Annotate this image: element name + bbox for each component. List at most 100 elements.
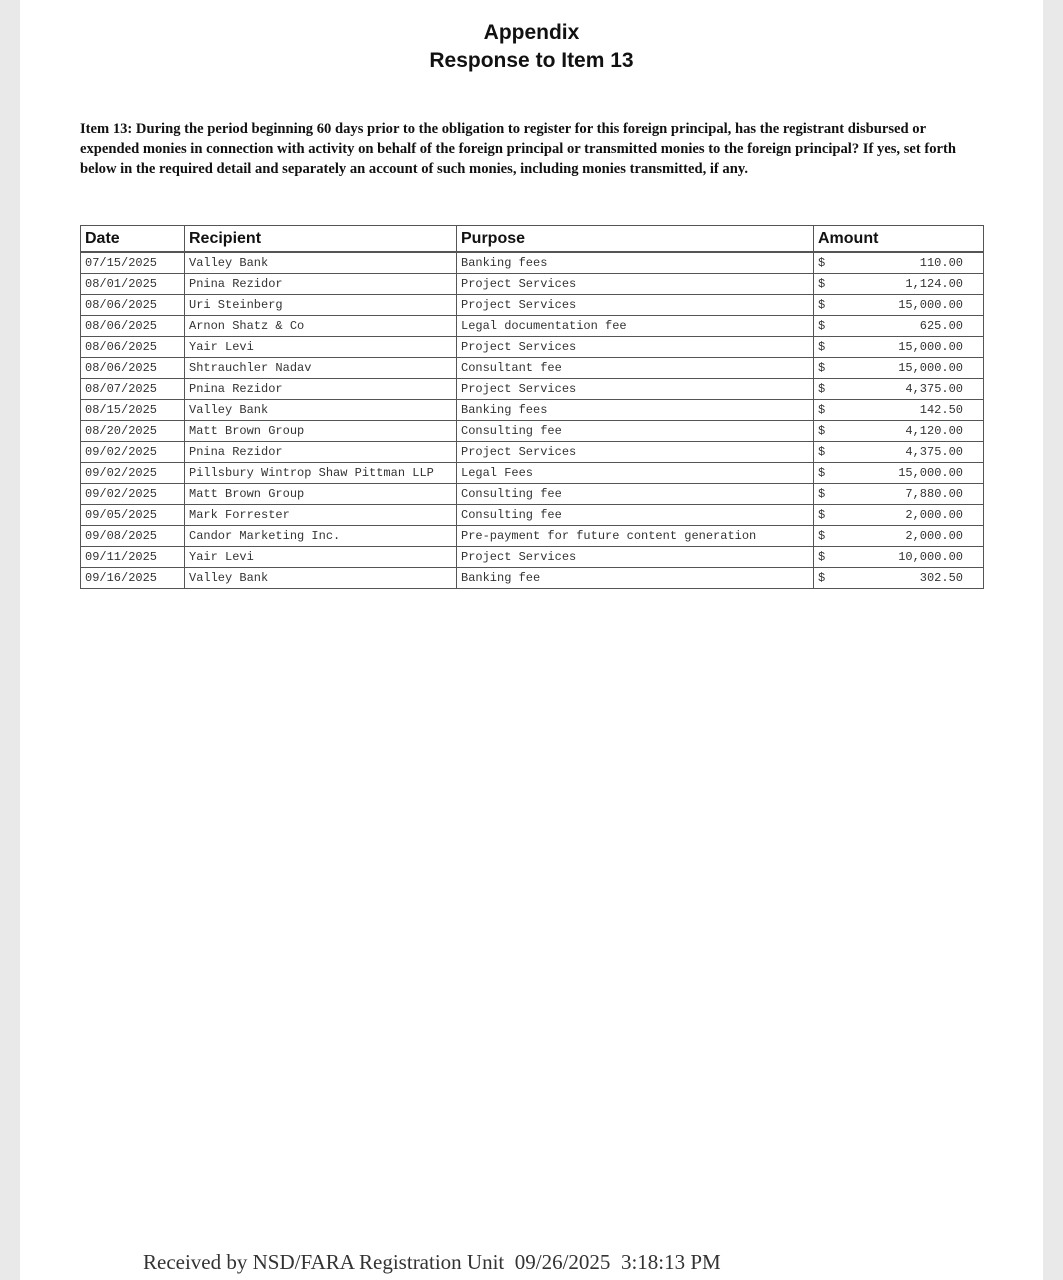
footer-text: Received by NSD/FARA Registration Unit (143, 1250, 505, 1274)
cell-recipient: Pillsbury Wintrop Shaw Pittman LLP (184, 462, 457, 484)
cell-amount: $4,120.00 (813, 420, 984, 442)
amount-value: 4,375.00 (905, 382, 963, 396)
amount-value: 15,000.00 (898, 466, 963, 480)
column-header-purpose: Purpose (456, 225, 814, 253)
page-title: Appendix (483, 21, 580, 44)
column-header-amount: Amount (813, 225, 984, 253)
currency-symbol: $ (818, 550, 826, 564)
cell-purpose: Legal Fees (456, 462, 814, 484)
cell-recipient: Yair Levi (184, 546, 457, 568)
currency-symbol: $ (818, 403, 826, 417)
cell-amount: $10,000.00 (813, 546, 984, 568)
cell-purpose: Consultant fee (456, 357, 814, 379)
table-row: 09/08/2025 Candor Marketing Inc. Pre-payme… (80, 525, 984, 547)
table-row: 08/15/2025 Valley Bank Banking fees $142.50 (80, 399, 984, 421)
amount-value: 110.00 (919, 256, 963, 270)
currency-symbol: $ (818, 382, 826, 396)
cell-date: 08/06/2025 (80, 336, 185, 358)
item-question: Item 13: During the period beginning 60 … (80, 121, 956, 177)
cell-amount: $110.00 (813, 251, 984, 274)
cell-recipient: Valley Bank (184, 399, 457, 421)
currency-symbol: $ (818, 256, 826, 270)
cell-purpose: Project Services (456, 273, 814, 295)
cell-purpose: Pre-payment for future content generatio… (456, 525, 814, 547)
currency-symbol: $ (818, 361, 826, 375)
cell-amount: $15,000.00 (813, 294, 984, 316)
page-subtitle: Response to Item 13 (429, 49, 634, 72)
table-row: 08/06/2025 Shtrauchler Nadav Consultant fe… (80, 357, 984, 379)
footer-time: 3:18:13 PM (620, 1250, 721, 1274)
cell-purpose: Banking fees (456, 251, 814, 274)
cell-recipient: Valley Bank (184, 567, 457, 589)
currency-symbol: $ (818, 487, 826, 501)
amount-value: 4,120.00 (905, 424, 963, 438)
cell-date: 08/06/2025 (80, 315, 185, 337)
currency-symbol: $ (818, 277, 826, 291)
cell-purpose: Project Services (456, 294, 814, 316)
received-stamp: Received by NSD/FARA Registration Unit 0… (143, 1250, 721, 1275)
document-page (20, 0, 1043, 1280)
cell-date: 08/07/2025 (80, 378, 185, 400)
cell-amount: $2,000.00 (813, 525, 984, 547)
cell-amount: $2,000.00 (813, 504, 984, 526)
cell-amount: $15,000.00 (813, 336, 984, 358)
cell-date: 09/11/2025 (80, 546, 185, 568)
cell-purpose: Project Services (456, 546, 814, 568)
table-row: 09/11/2025 Yair Levi Project Services $10,0… (80, 546, 984, 568)
cell-amount: $15,000.00 (813, 357, 984, 379)
cell-recipient: Pnina Rezidor (184, 441, 457, 463)
expenditures-table: Date Recipient Purpose Amount 07/15/2025 Val… (80, 225, 984, 589)
cell-recipient: Matt Brown Group (184, 483, 457, 505)
amount-value: 142.50 (919, 403, 963, 417)
cell-date: 08/01/2025 (80, 273, 185, 295)
table-row: 08/06/2025 Arnon Shatz & Co Legal document… (80, 315, 984, 337)
cell-recipient: Matt Brown Group (184, 420, 457, 442)
cell-amount: $4,375.00 (813, 378, 984, 400)
cell-recipient: Shtrauchler Nadav (184, 357, 457, 379)
table-row: 08/06/2025 Uri Steinberg Project Services $… (80, 294, 984, 316)
currency-symbol: $ (818, 298, 826, 312)
cell-recipient: Valley Bank (184, 251, 457, 274)
cell-amount: $1,124.00 (813, 273, 984, 295)
currency-symbol: $ (818, 529, 826, 543)
amount-value: 302.50 (919, 571, 963, 585)
table-row: 09/02/2025 Pillsbury Wintrop Shaw Pittman… (80, 462, 984, 484)
currency-symbol: $ (818, 340, 826, 354)
cell-date: 08/06/2025 (80, 294, 185, 316)
footer-date: 09/26/2025 (514, 1250, 611, 1274)
cell-recipient: Pnina Rezidor (184, 273, 457, 295)
cell-purpose: Consulting fee (456, 420, 814, 442)
amount-value: 1,124.00 (905, 277, 963, 291)
cell-purpose: Banking fee (456, 567, 814, 589)
cell-date: 09/08/2025 (80, 525, 185, 547)
cell-purpose: Project Services (456, 336, 814, 358)
amount-value: 2,000.00 (905, 529, 963, 543)
cell-date: 09/05/2025 (80, 504, 185, 526)
cell-date: 08/20/2025 (80, 420, 185, 442)
cell-amount: $302.50 (813, 567, 984, 589)
column-header-recipient: Recipient (184, 225, 457, 253)
cell-purpose: Project Services (456, 441, 814, 463)
cell-recipient: Candor Marketing Inc. (184, 525, 457, 547)
table-row: 09/05/2025 Mark Forrester Consulting fee $2… (80, 504, 984, 526)
cell-recipient: Arnon Shatz & Co (184, 315, 457, 337)
table-row: 09/16/2025 Valley Bank Banking fee $302.50 (80, 567, 984, 589)
currency-symbol: $ (818, 424, 826, 438)
cell-date: 08/06/2025 (80, 357, 185, 379)
table-row: 08/06/2025 Yair Levi Project Services $15,0… (80, 336, 984, 358)
cell-amount: $625.00 (813, 315, 984, 337)
table-row: 08/20/2025 Matt Brown Group Consulting fee… (80, 420, 984, 442)
cell-date: 08/15/2025 (80, 399, 185, 421)
amount-value: 15,000.00 (898, 340, 963, 354)
amount-value: 2,000.00 (905, 508, 963, 522)
cell-amount: $15,000.00 (813, 462, 984, 484)
currency-symbol: $ (818, 445, 826, 459)
cell-date: 07/15/2025 (80, 251, 185, 274)
amount-value: 625.00 (919, 319, 963, 333)
amount-value: 7,880.00 (905, 487, 963, 501)
cell-purpose: Banking fees (456, 399, 814, 421)
cell-recipient: Yair Levi (184, 336, 457, 358)
table-row: 08/07/2025 Pnina Rezidor Project Services $… (80, 378, 984, 400)
cell-amount: $142.50 (813, 399, 984, 421)
cell-amount: $7,880.00 (813, 483, 984, 505)
